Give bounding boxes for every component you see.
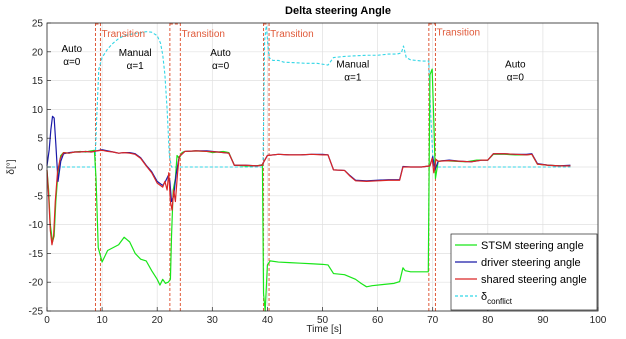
x-tick-label: 20 xyxy=(152,315,164,326)
x-tick-label: 40 xyxy=(262,315,274,326)
legend-label-shared: shared steering angle xyxy=(481,274,587,286)
region-alpha-label: α=1 xyxy=(127,61,145,72)
region-annotations: Transition Transition Transition Transition… xyxy=(62,28,527,84)
y-tick-label: 15 xyxy=(32,76,44,87)
y-tick-label: -10 xyxy=(29,220,44,231)
region-alpha-label: α=1 xyxy=(344,72,362,83)
y-tick-label: 25 xyxy=(32,19,44,30)
y-tick-label: -5 xyxy=(34,191,43,202)
x-tick-label: 70 xyxy=(427,315,439,326)
y-tick-label: 20 xyxy=(32,47,44,58)
y-tick-label: -25 xyxy=(29,307,44,318)
region-mode-label: Auto xyxy=(505,59,526,70)
series-conflict-line xyxy=(47,25,571,168)
transition-label: Transition xyxy=(437,28,481,39)
x-tick-label: 90 xyxy=(537,315,549,326)
transition-label: Transition xyxy=(270,29,314,40)
x-tick-label: 50 xyxy=(317,315,329,326)
y-tick-label: 10 xyxy=(32,105,44,116)
region-mode-label: Manual xyxy=(336,59,369,70)
y-tick-label: -20 xyxy=(29,278,44,289)
transition-label: Transition xyxy=(102,29,146,40)
region-mode-label: Auto xyxy=(210,48,231,59)
x-tick-label: 100 xyxy=(590,315,607,326)
series-shared-line xyxy=(46,149,571,246)
region-alpha-label: α=0 xyxy=(212,61,230,72)
series-lines xyxy=(46,25,571,312)
y-tick-label: -15 xyxy=(29,249,44,260)
x-axis-label: Time [s] xyxy=(306,324,341,335)
legend: STSM steering angle driver steering angle… xyxy=(450,233,598,311)
legend-box xyxy=(450,233,598,311)
x-tick-label: 30 xyxy=(207,315,219,326)
legend-subscript: conflict xyxy=(487,297,513,306)
x-tick-label: 10 xyxy=(97,315,109,326)
legend-label-driver: driver steering angle xyxy=(481,257,581,269)
y-axis-label: δ[°] xyxy=(6,159,17,174)
legend-label-stsm: STSM steering angle xyxy=(481,240,584,252)
x-tick-label: 0 xyxy=(44,315,50,326)
region-mode-label: Manual xyxy=(119,48,152,59)
axis-ticks: 0 10 20 30 40 50 60 70 80 90 1002520151050-5-10-15… xyxy=(29,19,607,327)
transition-label: Transition xyxy=(181,29,225,40)
chart-title: Delta steering Angle xyxy=(285,5,391,17)
x-tick-label: 80 xyxy=(482,315,494,326)
region-alpha-label: α=0 xyxy=(63,57,81,68)
x-tick-label: 60 xyxy=(372,315,384,326)
region-mode-label: Auto xyxy=(62,44,83,55)
y-tick-label: 5 xyxy=(37,134,43,145)
y-tick-label: 0 xyxy=(37,163,43,174)
region-alpha-label: α=0 xyxy=(507,72,525,83)
